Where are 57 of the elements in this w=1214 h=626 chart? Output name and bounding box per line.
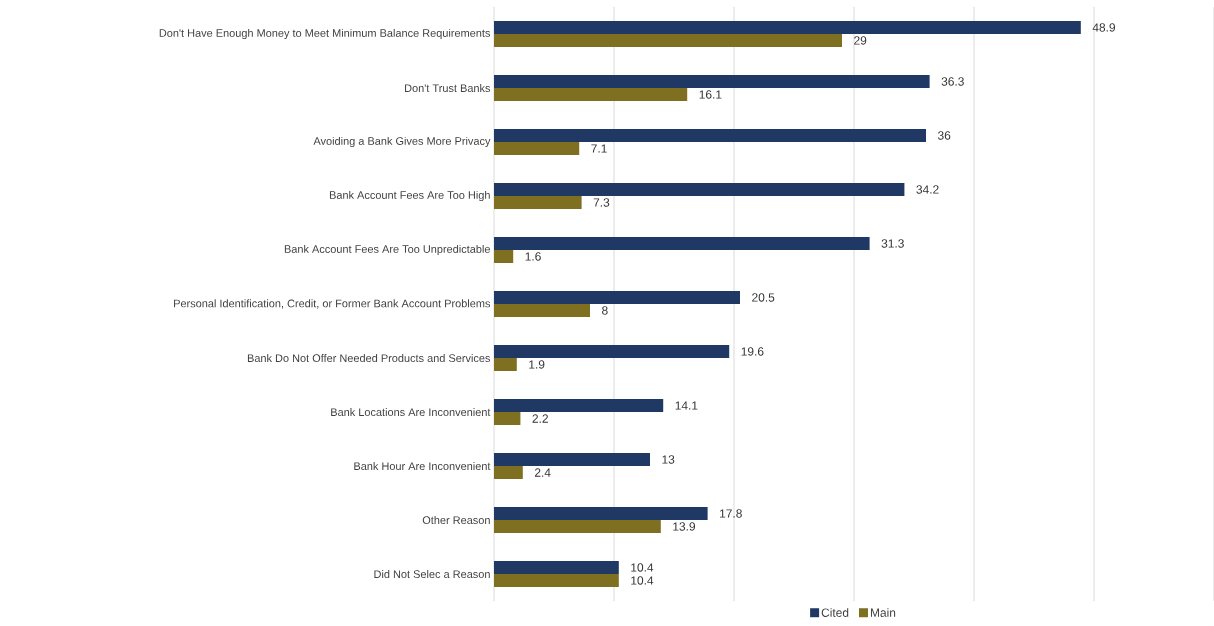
y-tick-label: Bank Account Fees Are Too High	[329, 190, 490, 202]
data-label: 31.3	[881, 239, 904, 248]
legend-label: Main	[870, 608, 896, 617]
y-tick-label: Don't Trust Banks	[405, 83, 491, 93]
bar	[494, 519, 661, 533]
bar	[494, 87, 688, 101]
data-label: 14.1	[675, 401, 698, 410]
bar	[494, 506, 708, 520]
bar	[494, 465, 523, 479]
data-label: 36	[937, 131, 951, 140]
data-label: 2.4	[534, 468, 551, 477]
data-label: 1.9	[529, 360, 545, 369]
y-tick-label: Bank Account Fees Are Too Unpredictable	[284, 244, 490, 256]
bar	[494, 290, 741, 304]
y-tick-label: Bank Do Not Offer Needed Products and Services	[247, 353, 491, 363]
bar	[494, 236, 870, 250]
bar	[494, 195, 582, 209]
bar	[494, 357, 517, 371]
data-label: 1.6	[525, 252, 541, 261]
bar	[494, 141, 580, 155]
bar	[494, 74, 930, 88]
bar	[494, 128, 927, 142]
bar	[494, 20, 1081, 34]
data-label: 36.3	[941, 77, 964, 86]
bar	[494, 398, 664, 412]
data-label: 10.4	[631, 576, 654, 585]
y-tick-label: Bank Locations Are Inconvenient	[331, 407, 491, 417]
data-label: 17.8	[720, 509, 742, 518]
data-label: 2.2	[532, 414, 548, 423]
y-tick-label: Bank Hour Are Inconvenient	[354, 461, 491, 471]
data-label: 7.1	[591, 144, 607, 153]
bar	[494, 303, 591, 317]
bar	[494, 249, 514, 263]
bar	[494, 411, 521, 425]
data-label: 20.5	[752, 293, 775, 302]
y-tick-label: Other Reason	[422, 515, 490, 525]
data-label: 29	[854, 36, 867, 45]
y-tick-label: Personal Identification, Credit, or Former Bank Account Problems	[174, 299, 491, 309]
y-tick-label: Don't Have Enough Money to Meet Minimum Balance Requirements	[159, 28, 491, 40]
legend-label: Cited	[821, 608, 849, 617]
data-label: 8	[602, 306, 608, 315]
bar	[494, 560, 619, 574]
data-label: 7.3	[593, 198, 610, 207]
bar	[494, 182, 905, 196]
data-label: 48.9	[1092, 23, 1116, 32]
data-label: 13	[662, 455, 675, 464]
bar	[494, 344, 730, 358]
data-label: 10.4	[631, 563, 654, 572]
data-label: 13.9	[673, 522, 696, 531]
bar	[494, 33, 843, 47]
bar	[494, 573, 619, 587]
y-tick-label: Avoiding a Bank Gives More Privacy	[313, 136, 491, 148]
data-label: 16.1	[699, 90, 722, 99]
data-label: 34.2	[916, 185, 939, 194]
y-tick-label: Did Not Selec a Reason	[374, 569, 490, 579]
bar	[494, 452, 651, 466]
data-label: 19.6	[741, 347, 764, 356]
